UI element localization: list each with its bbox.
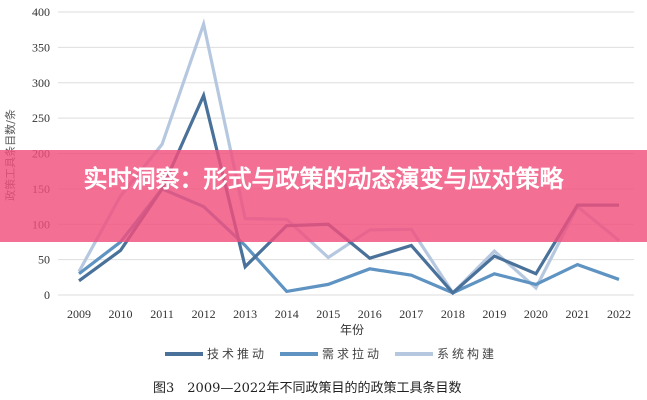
x-tick-label: 2020 [524, 307, 548, 321]
x-tick-label: 2019 [482, 307, 506, 321]
y-tick-label: 250 [32, 111, 50, 125]
x-tick-label: 2022 [607, 307, 631, 321]
x-tick-label: 2009 [67, 307, 91, 321]
x-tick-label: 2012 [192, 307, 216, 321]
y-tick-label: 300 [32, 76, 50, 90]
legend-label: 需求拉动 [322, 346, 382, 361]
x-tick-label: 2014 [275, 307, 299, 321]
x-tick-label: 2021 [565, 307, 589, 321]
x-tick-label: 2017 [399, 307, 423, 321]
x-tick-label: 2010 [109, 307, 133, 321]
y-tick-label: 0 [44, 288, 50, 302]
x-tick-label: 2018 [441, 307, 465, 321]
x-axis-label: 年份 [340, 323, 364, 337]
legend-label: 技术推动 [207, 347, 267, 361]
y-tick-label: 50 [38, 253, 50, 267]
banner-title: 实时洞察：形式与政策的动态演变与应对策略 [83, 165, 564, 193]
legend-label: 系统构建 [437, 346, 497, 361]
headline-banner: 实时洞察：形式与政策的动态演变与应对策略 [0, 150, 647, 242]
figure-caption: 图3 2009—2022年不同政策目的的政策工具条目数 [153, 380, 461, 396]
x-tick-label: 2011 [150, 307, 174, 321]
y-tick-label: 400 [32, 5, 50, 19]
x-axis-ticks: 2009 2010 2011 2012 2013 2014 2015 2016 2017 2018… [67, 307, 631, 321]
x-tick-label: 2013 [233, 307, 257, 321]
x-tick-label: 2015 [316, 307, 340, 321]
y-tick-label: 350 [32, 40, 50, 54]
legend: 技术推动 需求拉动 系统构建 [165, 346, 497, 361]
x-tick-label: 2016 [358, 307, 382, 321]
